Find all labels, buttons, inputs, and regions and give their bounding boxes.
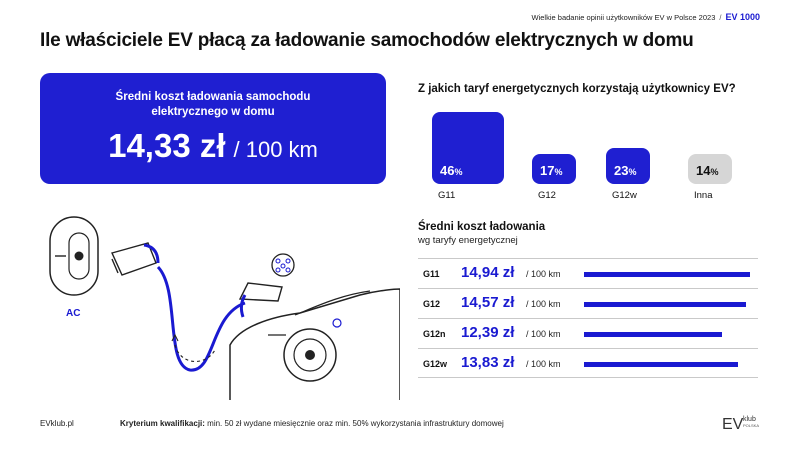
tariff-category-label: Inna <box>694 190 713 201</box>
charging-port-icon <box>271 253 295 277</box>
tariff-bar-value: 14% <box>696 163 719 178</box>
page-title: Ile właściciele EV płacą za ładowanie sa… <box>40 30 694 51</box>
tariff-bar-g12w: 23% <box>606 148 650 184</box>
avg-cost-value: 13,83 zł <box>461 354 515 371</box>
avg-cost-category: G11 <box>423 269 440 279</box>
avg-cost-value: 14,94 zł <box>461 264 515 281</box>
avg-cost-unit: / 100 km <box>526 269 561 279</box>
footer-site: EVklub.pl <box>40 419 74 428</box>
electric-car-icon <box>229 288 400 400</box>
charging-plug-icon-2 <box>238 282 283 318</box>
tariff-bar-value: 17% <box>540 163 563 178</box>
avg-cost-row: G11 14,94 zł / 100 km <box>418 258 758 288</box>
avg-cost-value: 14,57 zł <box>461 294 515 311</box>
avg-cost-unit: / 100 km <box>526 299 561 309</box>
wallbox-charger-icon <box>49 216 99 296</box>
average-cost-unit: / 100 km <box>233 137 318 162</box>
flow-arrow-icon <box>174 344 216 363</box>
tariff-category-label: G11 <box>438 190 456 201</box>
avg-cost-row: G12 14,57 zł / 100 km <box>418 288 758 318</box>
average-cost-label: Średni koszt ładowania samochodu elektry… <box>115 91 311 118</box>
tariff-bar-value: 46% <box>440 163 463 178</box>
tariff-chart-title: Z jakich taryf energetycznych korzystają… <box>418 83 736 95</box>
criterion-text: min. 50 zł wydane miesięcznie oraz min. … <box>207 419 504 428</box>
average-cost-value: 14,33 zł <box>108 127 226 164</box>
criterion-label: Kryterium kwalifikacji: <box>120 419 205 428</box>
tariff-category-label: G12w <box>612 190 637 201</box>
average-cost-box: Średni koszt ładowania samochodu elektry… <box>40 73 386 184</box>
tariff-bar-g12: 17% <box>532 154 576 184</box>
tariff-category-label: G12 <box>538 190 556 201</box>
survey-note: Wielkie badanie opinii użytkowników EV w… <box>531 12 716 22</box>
avg-cost-category: G12n <box>423 329 446 339</box>
avg-cost-row: G12n 12,39 zł / 100 km <box>418 318 758 348</box>
logo-klub-text: klub <box>743 416 756 423</box>
charging-illustration <box>49 216 400 400</box>
avg-cost-row: G12w 13,83 zł / 100 km <box>418 348 758 378</box>
average-cost-value-line: 14,33 zł / 100 km <box>40 127 386 165</box>
avg-cost-bar-g12n <box>584 332 722 337</box>
avg-cost-title: Średni koszt ładowania <box>418 221 546 233</box>
tariff-bar-g11: 46% <box>432 112 504 184</box>
avg-cost-subtitle: wg taryfy energetycznej <box>418 235 518 246</box>
footer-criterion: Kryterium kwalifikacji: min. 50 zł wydan… <box>120 419 504 428</box>
tariff-bar-inna: 14% <box>688 154 732 184</box>
avg-cost-value: 12,39 zł <box>461 324 515 341</box>
charging-plug-icon <box>111 242 160 276</box>
avg-cost-category: G12 <box>423 299 441 309</box>
logo-polska-text: POLSKA <box>743 423 759 428</box>
avg-cost-bar-g12w <box>584 362 738 367</box>
avg-cost-bar-g12 <box>584 302 746 307</box>
tariff-bar-value: 23% <box>614 163 637 178</box>
header-separator: / <box>719 12 722 22</box>
avg-cost-category: G12w <box>423 359 448 369</box>
avg-cost-bar-g11 <box>584 272 750 277</box>
ac-label: AC <box>66 308 81 319</box>
avg-cost-table: G11 14,94 zł/ 100 km G12 14,57 zł/ 100 km G1… <box>418 258 758 378</box>
evklub-logo: EV klub POLSKA <box>722 416 759 433</box>
charging-cable <box>156 265 246 372</box>
tariff-bar-chart: 46% G11 17% G12 23% G12w 14% Inna <box>418 100 778 210</box>
survey-header: Wielkie badanie opinii użytkowników EV w… <box>532 12 760 22</box>
avg-cost-unit: / 100 km <box>526 359 561 369</box>
header-brand: EV 1000 <box>725 12 760 22</box>
logo-ev-text: EV <box>722 416 744 433</box>
avg-cost-unit: / 100 km <box>526 329 561 339</box>
